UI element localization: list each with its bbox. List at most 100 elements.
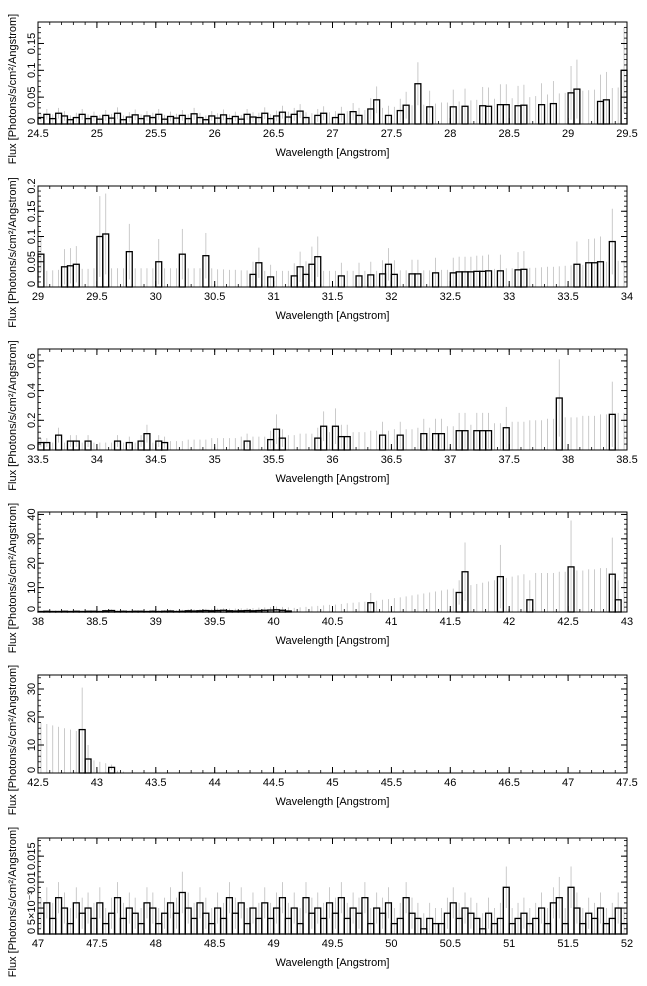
y-tick-label: 0.05 (26, 86, 38, 107)
y-axis-label: Flux [Photons/s/cm²/Angstrom] (7, 14, 19, 164)
x-axis-label: Wavelength [Angstrom] (276, 473, 390, 485)
x-tick-label: 50.5 (440, 938, 461, 950)
x-tick-label: 44 (209, 777, 221, 789)
x-tick-label: 38.5 (86, 616, 107, 628)
y-tick-label: 0 (26, 118, 38, 124)
y-tick-label: 10 (26, 581, 38, 593)
x-tick-label: 31 (267, 291, 279, 303)
y-axis-label: Flux [Photons/s/cm²/Angstrom] (7, 827, 19, 977)
x-tick-label: 30 (150, 291, 162, 303)
x-axis-label: Wavelength [Angstrom] (276, 635, 390, 647)
x-tick-label: 46 (444, 777, 456, 789)
x-tick-label: 38.5 (616, 454, 637, 466)
x-tick-label: 41.5 (440, 616, 461, 628)
y-tick-label: 30 (26, 533, 38, 545)
x-tick-label: 37.5 (498, 454, 519, 466)
x-tick-label: 29.5 (86, 291, 107, 303)
y-tick-label: 0.015 (26, 842, 38, 870)
x-tick-label: 33.5 (557, 291, 578, 303)
plot-frame (38, 675, 627, 773)
x-tick-label: 27 (326, 128, 338, 140)
x-tick-label: 34 (621, 291, 633, 303)
x-tick-label: 29.5 (616, 128, 637, 140)
y-tick-label: 0.4 (26, 383, 38, 398)
y-axis-label: Flux [Photons/s/cm²/Angstrom] (7, 177, 19, 327)
x-tick-label: 48 (150, 938, 162, 950)
x-tick-label: 50 (385, 938, 397, 950)
x-tick-label: 25.5 (145, 128, 166, 140)
y-tick-label: 0.01 (26, 871, 38, 892)
y-axis-label: Flux [Photons/s/cm²/Angstrom] (7, 340, 19, 490)
x-tick-label: 48.5 (204, 938, 225, 950)
x-tick-label: 25 (91, 128, 103, 140)
x-tick-label: 44.5 (263, 777, 284, 789)
x-tick-label: 34 (91, 454, 103, 466)
x-tick-label: 36 (326, 454, 338, 466)
x-tick-label: 38 (562, 454, 574, 466)
x-tick-label: 42.5 (27, 777, 48, 789)
x-tick-label: 51.5 (557, 938, 578, 950)
x-tick-label: 41 (385, 616, 397, 628)
x-tick-label: 39.5 (204, 616, 225, 628)
x-tick-label: 29 (562, 128, 574, 140)
x-tick-label: 26 (209, 128, 221, 140)
x-tick-label: 46.5 (498, 777, 519, 789)
y-tick-label: 0.1 (26, 63, 38, 78)
x-tick-label: 30.5 (204, 291, 225, 303)
x-tick-label: 32.5 (440, 291, 461, 303)
x-tick-label: 35 (209, 454, 221, 466)
y-axis-label: Flux [Photons/s/cm²/Angstrom] (7, 503, 19, 653)
x-tick-label: 42 (503, 616, 515, 628)
x-tick-label: 42.5 (557, 616, 578, 628)
x-axis-label: Wavelength [Angstrom] (276, 957, 390, 969)
x-tick-label: 33.5 (27, 454, 48, 466)
x-tick-label: 49 (267, 938, 279, 950)
y-tick-label: 0.2 (26, 178, 38, 193)
y-tick-label: 0.1 (26, 229, 38, 244)
x-tick-label: 27.5 (381, 128, 402, 140)
x-tick-label: 40.5 (322, 616, 343, 628)
y-tick-label: 20 (26, 557, 38, 569)
y-tick-label: 40 (26, 508, 38, 520)
y-tick-label: 0 (26, 767, 38, 773)
x-tick-label: 28 (444, 128, 456, 140)
y-tick-label: 0.6 (26, 353, 38, 368)
x-axis-label: Wavelength [Angstrom] (276, 310, 390, 322)
y-tick-label: 0 (26, 606, 38, 612)
x-tick-label: 43.5 (145, 777, 166, 789)
y-tick-label: 30 (26, 683, 38, 695)
x-tick-label: 47 (32, 938, 44, 950)
x-tick-label: 31.5 (322, 291, 343, 303)
x-tick-label: 40 (267, 616, 279, 628)
x-tick-label: 49.5 (322, 938, 343, 950)
y-tick-label: 20 (26, 711, 38, 723)
y-tick-label: 0.05 (26, 251, 38, 272)
x-tick-label: 39 (150, 616, 162, 628)
x-tick-label: 36.5 (381, 454, 402, 466)
x-tick-label: 47.5 (616, 777, 637, 789)
x-tick-label: 47 (562, 777, 574, 789)
y-tick-label: 0 (26, 444, 38, 450)
x-tick-label: 24.5 (27, 128, 48, 140)
y-tick-label: 0.2 (26, 413, 38, 428)
x-tick-label: 26.5 (263, 128, 284, 140)
y-tick-label: 5×10⁻³ (26, 891, 38, 926)
x-tick-label: 51 (503, 938, 515, 950)
y-tick-label: 0 (26, 928, 38, 934)
x-tick-label: 43 (91, 777, 103, 789)
x-tick-label: 52 (621, 938, 633, 950)
x-tick-label: 29 (32, 291, 44, 303)
x-tick-label: 34.5 (145, 454, 166, 466)
x-tick-label: 43 (621, 616, 633, 628)
x-tick-label: 45.5 (381, 777, 402, 789)
x-axis-label: Wavelength [Angstrom] (276, 147, 390, 159)
x-tick-label: 35.5 (263, 454, 284, 466)
